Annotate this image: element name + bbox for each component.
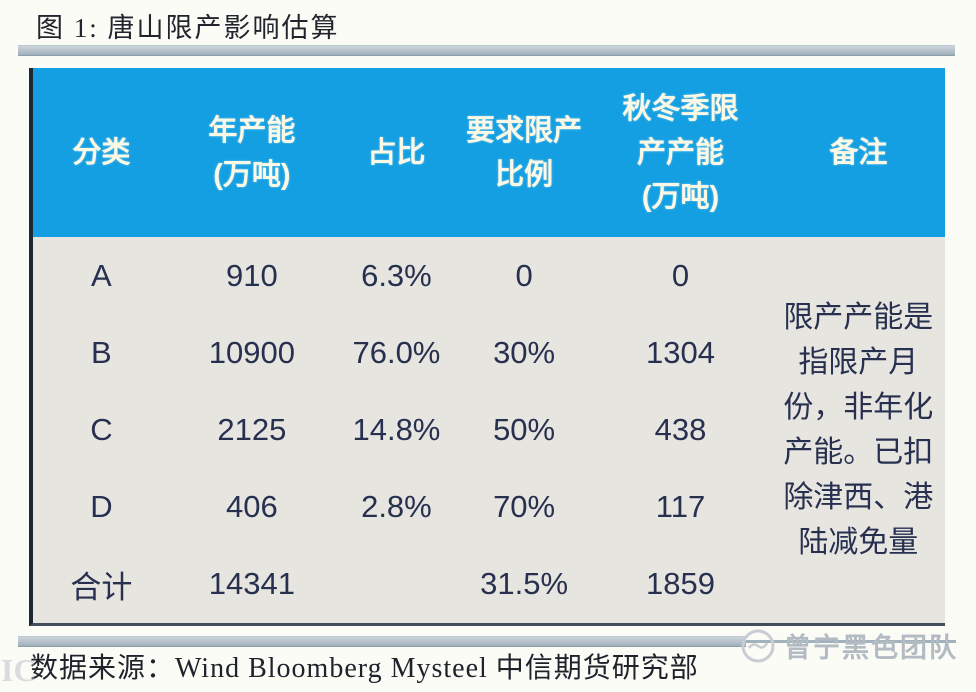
table-cell-total: 1859 xyxy=(589,545,772,623)
table-cell: 50% xyxy=(458,391,590,469)
table-cell: 2.8% xyxy=(333,468,459,546)
top-divider-bar xyxy=(18,45,955,56)
column-header-share: 占比 xyxy=(333,68,459,237)
team-watermark: 曾宁黑色团队 xyxy=(740,626,958,665)
corner-watermark: IC xyxy=(1,652,37,688)
table-cell: 0 xyxy=(589,237,772,315)
team-watermark-label: 曾宁黑色团队 xyxy=(784,633,958,663)
table-cell-total: 14341 xyxy=(169,545,334,623)
figure-title: 图 1: 唐山限产影响估算 xyxy=(36,13,340,43)
table-cell: 117 xyxy=(589,468,772,546)
watermark-rule-line xyxy=(746,640,956,643)
column-header-category: 分类 xyxy=(33,68,170,237)
team-logo-icon xyxy=(740,628,776,664)
table-cell: 14.8% xyxy=(333,391,459,469)
column-header-winter-cut-capacity: 秋冬季限 产产能 (万吨) xyxy=(589,68,772,237)
table-cell: 406 xyxy=(169,468,334,546)
table-cell: 76.0% xyxy=(333,314,459,392)
table-cell: 1304 xyxy=(589,314,772,392)
table-cell-total xyxy=(333,545,459,623)
bottom-divider-bar xyxy=(18,636,746,647)
table-cell: B xyxy=(33,314,170,392)
table-cell: 0 xyxy=(458,237,590,315)
production-restriction-table: 分类 年产能 (万吨) 占比 要求限产 比例 秋冬季限 产产能 (万吨) 备注 … xyxy=(29,68,945,626)
column-header-annual-capacity: 年产能 (万吨) xyxy=(169,68,334,237)
table-cell: 910 xyxy=(169,237,334,315)
notes-cell: 限产产能是 指限产月 份，非年化 产能。已扣 除津西、港 陆减免量 xyxy=(771,237,945,623)
table-cell: 2125 xyxy=(169,391,334,469)
table-cell: D xyxy=(33,468,170,546)
table-cell-total: 31.5% xyxy=(458,545,590,623)
table-cell: 438 xyxy=(589,391,772,469)
table-cell-total: 合计 xyxy=(33,545,170,623)
table-cell: 30% xyxy=(458,314,590,392)
column-header-required-cut-ratio: 要求限产 比例 xyxy=(458,68,590,237)
table-cell: C xyxy=(33,391,170,469)
table-cell: 70% xyxy=(458,468,590,546)
table-cell: 10900 xyxy=(169,314,334,392)
data-source-line: 数据来源：Wind Bloomberg Mysteel 中信期货研究部 xyxy=(30,653,699,684)
table-cell: A xyxy=(33,237,170,315)
table-cell: 6.3% xyxy=(333,237,459,315)
column-header-notes: 备注 xyxy=(771,68,945,237)
